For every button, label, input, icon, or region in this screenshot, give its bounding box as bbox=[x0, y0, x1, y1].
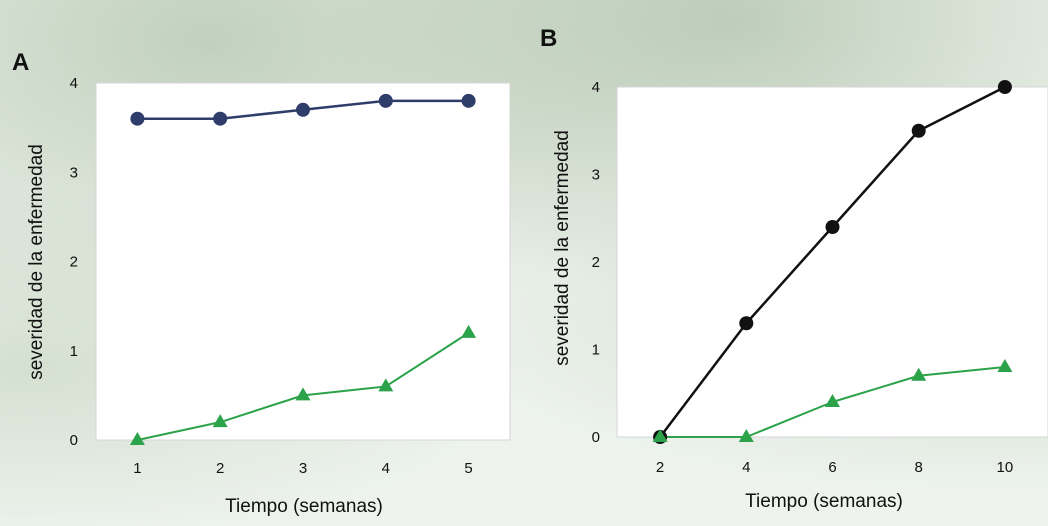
panel-a-series-2-point bbox=[212, 414, 228, 428]
panel-b-ytick-label: 4 bbox=[592, 79, 600, 96]
panel-b-ytick-label: 2 bbox=[592, 254, 600, 271]
panel-b-series-1-point bbox=[997, 80, 1012, 94]
panel-b-ytick-label: 1 bbox=[592, 342, 600, 359]
panel-b-xtick-label: 4 bbox=[742, 459, 750, 476]
panel-a-series-2-point bbox=[378, 378, 394, 392]
panel-a-series-1-point bbox=[130, 111, 145, 126]
panel-b-xtick-label: 2 bbox=[656, 459, 664, 476]
panel-b-series-1-point bbox=[825, 220, 840, 234]
panel-a-ylabel: severidad de la enfermedad bbox=[26, 144, 47, 380]
panel-b-series-1-point bbox=[739, 316, 754, 331]
panel-a-xtick-label: 1 bbox=[133, 460, 141, 477]
panel-b-xtick-label: 10 bbox=[997, 459, 1014, 476]
panel-a-series-1-point bbox=[296, 102, 310, 117]
panel-b-xtick-label: 8 bbox=[915, 459, 923, 476]
panel-a-ytick-label: 2 bbox=[70, 254, 78, 271]
panel-a-xlabel: Tiempo (semanas) bbox=[225, 496, 383, 517]
panel-a-ytick-label: 4 bbox=[70, 75, 78, 92]
panel-a-plot-area bbox=[95, 82, 511, 441]
panel-a: A severidad de la enfermedad Tiempo (sem… bbox=[12, 49, 511, 517]
panel-b-plot-area bbox=[616, 86, 1048, 438]
panel-a-marks: 0 1 2 3 4 1 2 3 4 5 bbox=[70, 75, 477, 477]
panel-a-xtick-label: 4 bbox=[382, 460, 390, 477]
panel-b-ytick-label: 3 bbox=[592, 167, 600, 184]
panel-b-marks: 0 1 2 3 4 2 4 6 8 10 bbox=[592, 79, 1014, 476]
panel-b-ylabel: severidad de la enfermedad bbox=[552, 130, 573, 366]
panel-b-series-1-point bbox=[911, 123, 926, 138]
panel-b-label: B bbox=[540, 25, 557, 52]
panel-b-series-2-point bbox=[652, 428, 668, 442]
panel-a-label: A bbox=[12, 49, 29, 76]
panel-b-ytick-label: 0 bbox=[592, 429, 600, 446]
panel-a-series-2-point bbox=[129, 431, 145, 445]
panel-a-xtick-label: 5 bbox=[464, 460, 472, 477]
panel-b-series-2-point bbox=[825, 393, 840, 407]
panel-a-series-1-point bbox=[378, 93, 393, 108]
panel-b-series-2-point bbox=[997, 358, 1013, 372]
panel-a-xtick-label: 2 bbox=[216, 460, 224, 477]
panel-a-series-2-point bbox=[461, 324, 477, 338]
panel-b-xlabel: Tiempo (semanas) bbox=[745, 491, 903, 512]
panel-a-series-1-point bbox=[213, 111, 228, 126]
panel-a-xtick-label: 3 bbox=[299, 460, 307, 477]
panel-b: B severidad de la enfermedad Tiempo (sem… bbox=[540, 25, 1048, 512]
panel-a-ytick-label: 3 bbox=[70, 164, 78, 181]
panel-a-ytick-label: 0 bbox=[70, 432, 78, 449]
panel-b-series-2-point bbox=[911, 367, 927, 381]
panel-a-series-2-point bbox=[295, 387, 311, 401]
panel-b-series-2-point bbox=[738, 428, 754, 442]
panel-a-series-1-point bbox=[461, 93, 476, 108]
panel-a-ytick-label: 1 bbox=[70, 343, 78, 360]
panel-b-xtick-label: 6 bbox=[828, 459, 836, 476]
